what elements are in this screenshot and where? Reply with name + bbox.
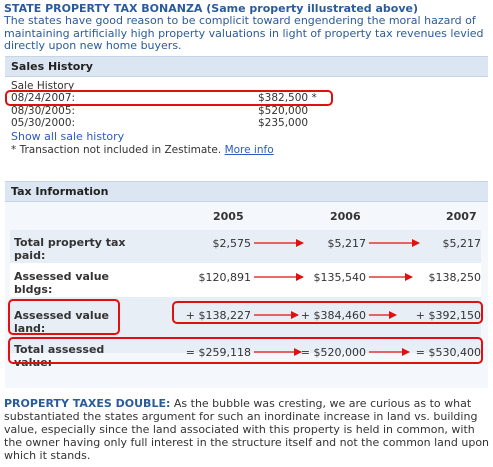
footnote-text: * Transaction not included in Zestimate. xyxy=(11,144,222,156)
year-2005-header: 2005 xyxy=(213,210,244,223)
year-2007-header: 2007 xyxy=(446,210,477,223)
sales-history-heading: Sales History xyxy=(5,56,488,77)
highlight-box-land-values xyxy=(172,301,483,324)
label-total-property-tax: Total property tax paid: xyxy=(14,236,126,262)
land-2005: + $138,227 xyxy=(185,309,251,322)
total-2005: = $259,118 xyxy=(185,346,251,359)
sale-history-subheading: Sale History xyxy=(11,80,75,92)
more-info-link[interactable]: More info xyxy=(224,144,274,156)
land-2006: + $384,460 xyxy=(300,309,366,322)
bldgs-2007: $138,250 xyxy=(428,271,482,284)
note-text: As the bubble was cresting, we are curio… xyxy=(4,397,490,462)
note-lead: PROPERTY TAXES DOUBLE: xyxy=(4,397,171,410)
tax-information-heading: Tax Information xyxy=(5,181,488,202)
sale-date-1: 08/24/2007: xyxy=(11,92,76,104)
row-bg-tax-paid xyxy=(10,230,481,263)
sales-history-panel: Sales History Sale History 08/24/2007: $… xyxy=(5,56,488,169)
sale-date-3: 05/30/2000: xyxy=(11,117,76,129)
label-assessed-land: Assessed value land: xyxy=(14,309,109,335)
increase-arrows xyxy=(254,239,420,356)
bldgs-2005: $120,891 xyxy=(198,271,252,284)
row-bg-bldgs xyxy=(10,263,481,297)
total-2006: = $520,000 xyxy=(300,346,366,359)
sales-history-body: Sale History 08/24/2007: $382,500 * 08/3… xyxy=(5,77,488,169)
tax-information-panel: Tax Information 2005 2006 2007 Total pro… xyxy=(5,181,488,388)
show-all-sale-history-link[interactable]: Show all sale history xyxy=(11,130,125,143)
tax-information-body: 2005 2006 2007 Total property tax paid: … xyxy=(5,202,488,388)
article-intro: The states have good reason to be compli… xyxy=(4,14,484,52)
total-2007: = $530,400 xyxy=(415,346,481,359)
zestimate-footnote: * Transaction not included in Zestimate.… xyxy=(11,144,274,156)
bldgs-2006: $135,540 xyxy=(313,271,367,284)
tax-paid-2005: $2,575 xyxy=(212,237,252,250)
sale-price-2: $520,000 xyxy=(258,105,309,117)
sale-date-2: 08/30/2005: xyxy=(11,105,76,117)
sale-price-1: $382,500 * xyxy=(258,92,317,104)
year-2006-header: 2006 xyxy=(330,210,361,223)
property-taxes-note: PROPERTY TAXES DOUBLE: As the bubble was… xyxy=(4,397,490,462)
highlight-box-total-row xyxy=(8,337,483,364)
highlight-box-sale-2007 xyxy=(5,90,333,106)
article-title: STATE PROPERTY TAX BONANZA (Same propert… xyxy=(4,2,418,15)
row-bg-land-total xyxy=(10,297,481,353)
highlight-box-land-label xyxy=(8,299,120,335)
tax-paid-2007: $5,217 xyxy=(442,237,482,250)
label-assessed-bldgs: Assessed value bldgs: xyxy=(14,270,109,296)
article-header: STATE PROPERTY TAX BONANZA (Same propert… xyxy=(4,2,488,53)
sale-price-3: $235,000 xyxy=(258,117,309,129)
land-2007: + $392,150 xyxy=(415,309,481,322)
tax-paid-2006: $5,217 xyxy=(327,237,367,250)
